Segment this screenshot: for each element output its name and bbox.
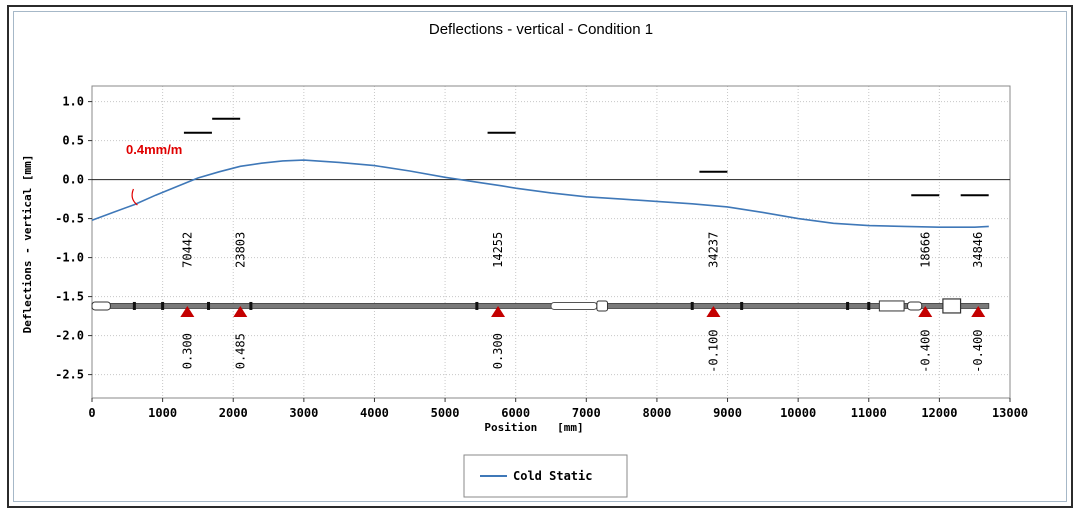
shaft-body [91, 303, 990, 309]
y-tick-label: -1.5 [55, 290, 84, 304]
series-layer [91, 159, 989, 228]
shaft-shoulder [867, 301, 871, 310]
shaft-shoulder [475, 301, 479, 310]
x-tick-label: 10000 [780, 406, 816, 420]
slope-annotation: 0.4mm/m [126, 142, 182, 157]
y-axis-ticks: 1.0 0.5 0.0 -0.5 -1.0 -1.5 -2.0 -2.5 [55, 95, 92, 382]
support-id-label: 14255 [491, 232, 505, 268]
x-tick-label: 8000 [642, 406, 671, 420]
shaft-hub [878, 300, 905, 312]
x-tick-label: 1000 [148, 406, 177, 420]
shaft-hub [907, 301, 923, 311]
shaft-shoulder [161, 301, 165, 310]
x-tick-label: 11000 [851, 406, 887, 420]
x-tick-label: 0 [88, 406, 95, 420]
support-id-label: 34237 [706, 232, 720, 268]
support-id-label: 70442 [180, 232, 194, 268]
y-tick-label: -0.5 [55, 212, 84, 226]
support-id-label: 23803 [233, 232, 247, 268]
x-tick-label: 7000 [572, 406, 601, 420]
support-id-label: 34846 [971, 232, 985, 268]
legend: Cold Static [463, 454, 628, 498]
chart-panel: 1.0 0.5 0.0 -0.5 -1.0 -1.5 -2.0 -2.5 0 1000 2000 3… [13, 11, 1067, 502]
deflection-chart: 1.0 0.5 0.0 -0.5 -1.0 -1.5 -2.0 -2.5 0 1000 2000 3… [21, 21, 1028, 498]
y-axis-label: Deflections - vertical [mm] [21, 155, 34, 334]
target-marks [183, 117, 989, 197]
plot-area-border [91, 85, 1011, 399]
x-tick-label: 5000 [431, 406, 460, 420]
slope-angle-arc [131, 188, 138, 206]
support-offset-label: -0.400 [971, 330, 985, 373]
support-triangle [180, 305, 195, 317]
support-offset-label: -0.100 [706, 330, 720, 373]
support-offset-label: 0.485 [233, 333, 247, 369]
x-tick-label: 2000 [219, 406, 248, 420]
x-axis-ticks: 0 1000 2000 3000 4000 5000 6000 7000 8000 9000 100… [88, 398, 1028, 420]
shaft-shoulder [132, 301, 136, 310]
y-tick-label: 0.5 [62, 134, 84, 148]
support-triangle [918, 305, 933, 317]
shaft-shoulder [846, 301, 850, 310]
shaft-shoulder [249, 301, 253, 310]
series-line-cold-static [91, 159, 989, 228]
shaft-shoulder [690, 301, 694, 310]
shaft-diagram [91, 298, 990, 314]
shaft-shoulder [740, 301, 744, 310]
support-triangle [491, 305, 506, 317]
shaft-flange [942, 298, 962, 314]
support-offset-label: -0.400 [918, 330, 932, 373]
support-triangle [233, 305, 248, 317]
y-tick-label: 0.0 [62, 173, 84, 187]
x-axis-label: Position [mm] [484, 421, 583, 434]
grid [92, 86, 1011, 398]
x-tick-label: 12000 [921, 406, 957, 420]
support-triangle [971, 305, 986, 317]
y-tick-label: 1.0 [62, 95, 84, 109]
x-tick-label: 13000 [992, 406, 1028, 420]
shaft-coupling [91, 301, 111, 311]
shaft-sleeve [550, 301, 598, 310]
x-tick-label: 4000 [360, 406, 389, 420]
shaft-shoulder [207, 301, 211, 310]
chart-window-frame: 1.0 0.5 0.0 -0.5 -1.0 -1.5 -2.0 -2.5 0 1000 2000 3… [7, 5, 1073, 508]
x-tick-label: 9000 [713, 406, 742, 420]
y-tick-label: -2.5 [55, 368, 84, 382]
y-tick-label: -1.0 [55, 251, 84, 265]
support-triangle [706, 305, 721, 317]
legend-label-cold-static: Cold Static [513, 469, 592, 483]
support-id-label: 18666 [918, 232, 932, 268]
shaft-collar [596, 300, 608, 312]
chart-title: Deflections - vertical - Condition 1 [429, 21, 653, 38]
support-markers: 70442 0.300 23803 0.485 14255 0.300 34237 -0.10… [180, 232, 986, 373]
support-offset-label: 0.300 [491, 333, 505, 369]
support-offset-label: 0.300 [180, 333, 194, 369]
y-tick-label: -2.0 [55, 329, 84, 343]
x-tick-label: 6000 [501, 406, 530, 420]
x-tick-label: 3000 [289, 406, 318, 420]
